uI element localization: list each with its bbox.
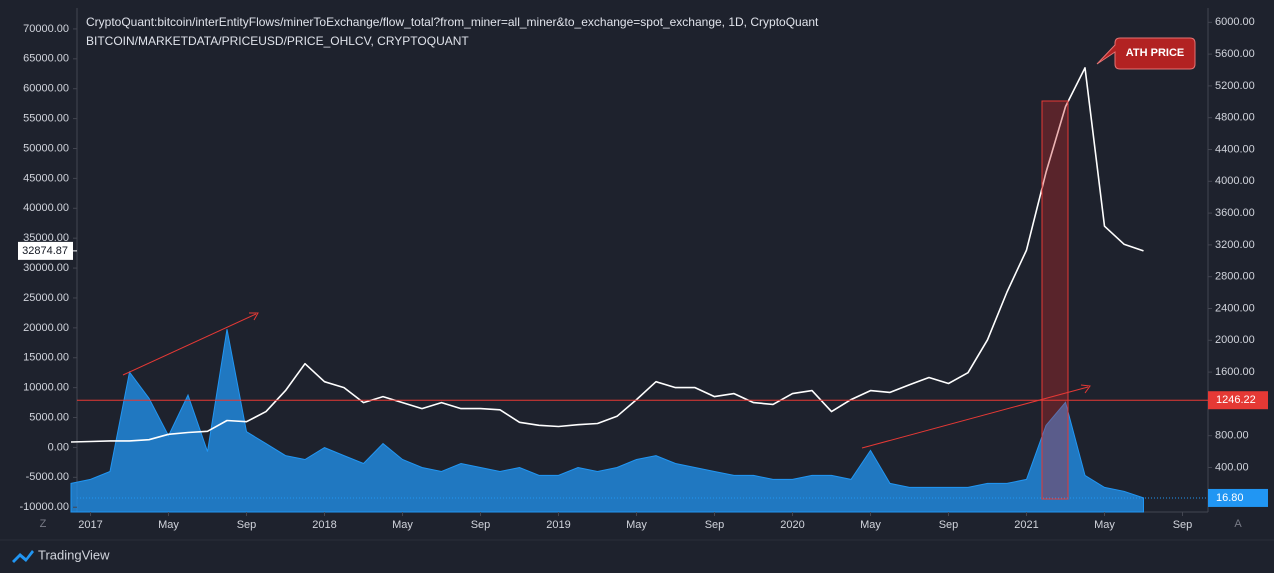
x-tick-label: Sep: [471, 519, 491, 531]
x-tick-label: May: [392, 519, 413, 531]
axis-button[interactable]: A: [1234, 518, 1242, 530]
y-tick-label: 35000.00: [23, 232, 69, 244]
legend-entry: CryptoQuant:bitcoin/interEntityFlows/min…: [86, 15, 819, 29]
y-tick-label: 50000.00: [23, 142, 69, 154]
y-tick-label: 5000.00: [29, 411, 69, 423]
y-tick-label: 40000.00: [23, 202, 69, 214]
y-tick-label: 65000.00: [23, 53, 69, 65]
trend-arrow: [122, 313, 257, 376]
y-tick-label: 10000.00: [23, 382, 69, 394]
y2-tick-label: 2800.00: [1215, 271, 1255, 283]
x-tick-label: Sep: [1173, 519, 1193, 531]
arrow-head: [1080, 384, 1091, 394]
x-tick-label: May: [626, 519, 647, 531]
x-tick-label: Sep: [939, 519, 959, 531]
highlight-box: [1041, 100, 1069, 500]
plot-area: [70, 67, 1144, 513]
horizontal-line-label: 1246.22: [1216, 394, 1256, 406]
x-tick-label: Sep: [705, 519, 725, 531]
y2-tick-label: 800.00: [1215, 430, 1249, 442]
y2-tick-label: 400.00: [1215, 461, 1249, 473]
y-tick-label: 20000.00: [23, 322, 69, 334]
trend-arrow: [861, 386, 1089, 449]
callout-text: ATH PRICE: [1126, 47, 1184, 59]
last-flow-label-box: [1208, 488, 1268, 507]
y-tick-label: 0.00: [48, 441, 69, 453]
flow-area: [70, 329, 1144, 513]
axis-button[interactable]: Z: [40, 518, 47, 530]
y-tick-label: -10000.00: [19, 501, 69, 513]
y-tick-label: -5000.00: [26, 471, 69, 483]
y-tick-label: 30000.00: [23, 262, 69, 274]
y2-tick-label: 5200.00: [1215, 80, 1255, 92]
y-tick-label: 70000.00: [23, 23, 69, 35]
price-marker-box: [18, 241, 73, 260]
y-tick-label: 25000.00: [23, 292, 69, 304]
y-tick-label: 45000.00: [23, 172, 69, 184]
price-marker-label: 32874.87: [22, 245, 68, 257]
brand-name: TradingView: [38, 547, 110, 562]
y2-tick-label: 6000.00: [1215, 16, 1255, 28]
x-tick-label: May: [1094, 519, 1115, 531]
x-tick-label: 2021: [1014, 519, 1038, 531]
y2-tick-label: 3600.00: [1215, 207, 1255, 219]
callout-box: [1096, 37, 1196, 70]
y2-tick-label: 1600.00: [1215, 366, 1255, 378]
y2-tick-label: 4000.00: [1215, 175, 1255, 187]
y2-tick-label: 3200.00: [1215, 239, 1255, 251]
x-tick-label: 2019: [546, 519, 570, 531]
y-tick-label: 55000.00: [23, 113, 69, 125]
last-flow-label: 16.80: [1216, 492, 1244, 504]
y-tick-label: 60000.00: [23, 83, 69, 95]
y-tick-label: 15000.00: [23, 352, 69, 364]
legend-entry: BITCOIN/MARKETDATA/PRICEUSD/PRICE_OHLCV,…: [86, 34, 469, 48]
x-tick-label: 2020: [780, 519, 804, 531]
arrow-head: [249, 312, 259, 321]
y2-tick-label: 5600.00: [1215, 48, 1255, 60]
x-tick-label: May: [158, 519, 179, 531]
x-tick-label: May: [860, 519, 881, 531]
x-tick-label: Sep: [237, 519, 257, 531]
brand-logo: [12, 550, 34, 563]
price-line: [70, 67, 1144, 443]
horizontal-line-label-box: [1208, 391, 1268, 410]
y2-tick-label: 2000.00: [1215, 334, 1255, 346]
y2-tick-label: 4400.00: [1215, 143, 1255, 155]
y2-tick-label: 4800.00: [1215, 112, 1255, 124]
y2-tick-label: 2400.00: [1215, 302, 1255, 314]
x-tick-label: 2017: [78, 519, 102, 531]
x-tick-label: 2018: [312, 519, 336, 531]
